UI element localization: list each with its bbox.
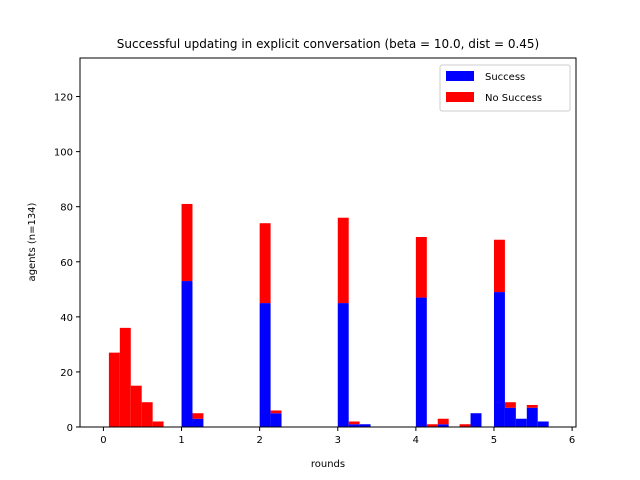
- legend-label-no-success: No Success: [485, 93, 542, 104]
- bar-no-success-4: [152, 421, 164, 427]
- x-tick-label: 6: [569, 435, 575, 446]
- bar-no-success-12: [415, 236, 427, 298]
- bar-success-12: [415, 297, 427, 427]
- bar-no-success-0: [108, 352, 120, 427]
- x-axis: 0 1 2 3 4 5 6: [100, 427, 575, 446]
- x-tick-label: 5: [491, 435, 497, 446]
- x-tick-label: 2: [256, 435, 262, 446]
- legend: Success No Success: [439, 64, 571, 112]
- y-tick-label: 20: [60, 368, 73, 379]
- bar-success-20: [526, 407, 538, 427]
- legend-swatch-success: [446, 71, 474, 81]
- bar-no-success-7: [259, 223, 271, 304]
- x-tick-label: 1: [178, 435, 184, 446]
- bar-success-9: [337, 303, 349, 427]
- y-tick-label: 0: [67, 423, 73, 434]
- bar-no-success-1: [119, 327, 131, 427]
- bar-success-14: [437, 424, 449, 427]
- y-tick-label: 120: [54, 93, 73, 104]
- bar-success-10: [348, 424, 360, 427]
- bar-no-success-6: [192, 413, 204, 419]
- chart-title: Successful updating in explicit conversa…: [117, 37, 539, 51]
- bar-success-21: [537, 421, 549, 427]
- bar-success-19: [515, 418, 527, 427]
- x-axis-label: rounds: [311, 459, 345, 470]
- x-tick-label: 4: [413, 435, 419, 446]
- y-tick-label: 100: [54, 148, 73, 159]
- bar-no-success-20: [526, 404, 538, 408]
- y-tick-label: 60: [60, 258, 73, 269]
- bar-no-success-18: [504, 402, 516, 408]
- bar-no-success-14: [437, 418, 449, 425]
- bar-success-8: [270, 413, 282, 427]
- bar-success-6: [192, 418, 204, 427]
- bar-success-11: [359, 424, 371, 427]
- bar-success-17: [493, 292, 505, 427]
- bar-no-success-8: [270, 410, 282, 414]
- legend-swatch-no-success: [446, 92, 474, 102]
- bar-success-5: [181, 281, 193, 427]
- bar-no-success-10: [348, 421, 360, 425]
- bar-no-success-5: [181, 203, 193, 282]
- bar-success-16: [470, 413, 482, 427]
- y-tick-label: 80: [60, 203, 73, 214]
- bar-no-success-13: [426, 424, 438, 427]
- y-axis: 0 20 40 60 80 100 120: [54, 93, 80, 434]
- y-axis-label: agents (n=134): [27, 202, 38, 281]
- bar-no-success-17: [493, 239, 505, 293]
- legend-label-success: Success: [485, 72, 525, 83]
- bar-no-success-15: [459, 424, 471, 427]
- bar-no-success-3: [141, 402, 153, 427]
- plot-frame: [79, 57, 577, 428]
- bar-no-success-2: [130, 385, 142, 427]
- bar-success-7: [259, 303, 271, 427]
- bar-success-18: [504, 407, 516, 427]
- y-tick-label: 40: [60, 313, 73, 324]
- bar-no-success-9: [337, 217, 349, 304]
- bars-layer: [108, 203, 549, 427]
- x-tick-label: 0: [100, 435, 106, 446]
- x-tick-label: 3: [335, 435, 341, 446]
